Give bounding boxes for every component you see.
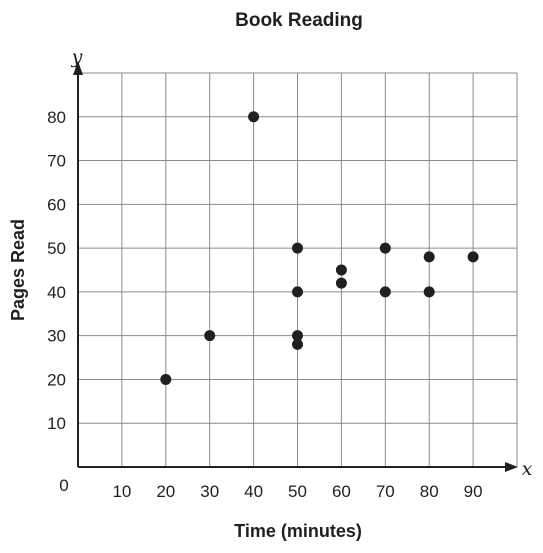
data-point bbox=[248, 111, 260, 123]
y-tick-label: 50 bbox=[47, 239, 66, 258]
data-point bbox=[379, 242, 391, 254]
x-axis-label: Time (minutes) bbox=[234, 521, 362, 541]
y-tick-label: 10 bbox=[47, 414, 66, 433]
data-point bbox=[292, 330, 303, 342]
y-tick-label: 40 bbox=[47, 283, 66, 302]
x-axis-variable: x bbox=[522, 458, 533, 480]
y-axis-arrow bbox=[73, 61, 83, 75]
data-point bbox=[379, 286, 391, 298]
y-axis-label: Pages Read bbox=[8, 219, 28, 321]
data-point bbox=[423, 251, 435, 263]
data-point bbox=[335, 277, 347, 289]
x-tick-label: 50 bbox=[288, 482, 307, 501]
data-point bbox=[292, 338, 303, 350]
axes bbox=[73, 61, 518, 472]
y-tick-label: 70 bbox=[47, 152, 66, 171]
tick-labels: 10 20 30 40 50 60 70 80 90 10 20 30 40 50 60 70 80 bbox=[47, 108, 482, 501]
y-axis-variable: y bbox=[71, 46, 83, 68]
data-point bbox=[204, 330, 216, 342]
x-tick-label: 70 bbox=[376, 482, 395, 501]
x-tick-label: 90 bbox=[464, 482, 483, 501]
y-tick-label: 60 bbox=[47, 195, 66, 214]
grid bbox=[78, 72, 518, 467]
x-axis-arrow bbox=[505, 462, 518, 472]
y-tick-label: 80 bbox=[47, 108, 66, 127]
x-tick-label: 60 bbox=[332, 482, 351, 501]
chart-title: Book Reading bbox=[235, 10, 363, 31]
data-point bbox=[423, 286, 435, 298]
x-tick-label: 40 bbox=[244, 482, 263, 501]
data-point bbox=[292, 286, 303, 298]
x-tick-label: 20 bbox=[156, 482, 175, 501]
data-points bbox=[160, 111, 479, 385]
data-point bbox=[292, 242, 303, 254]
y-tick-label: 30 bbox=[47, 327, 66, 346]
data-point bbox=[160, 373, 172, 385]
origin-label: 0 bbox=[59, 476, 68, 495]
x-tick-label: 30 bbox=[200, 482, 219, 501]
data-point bbox=[335, 264, 347, 276]
y-tick-label: 20 bbox=[47, 370, 66, 389]
data-point bbox=[467, 251, 479, 263]
x-tick-label: 80 bbox=[420, 482, 439, 501]
x-tick-label: 10 bbox=[112, 482, 131, 501]
